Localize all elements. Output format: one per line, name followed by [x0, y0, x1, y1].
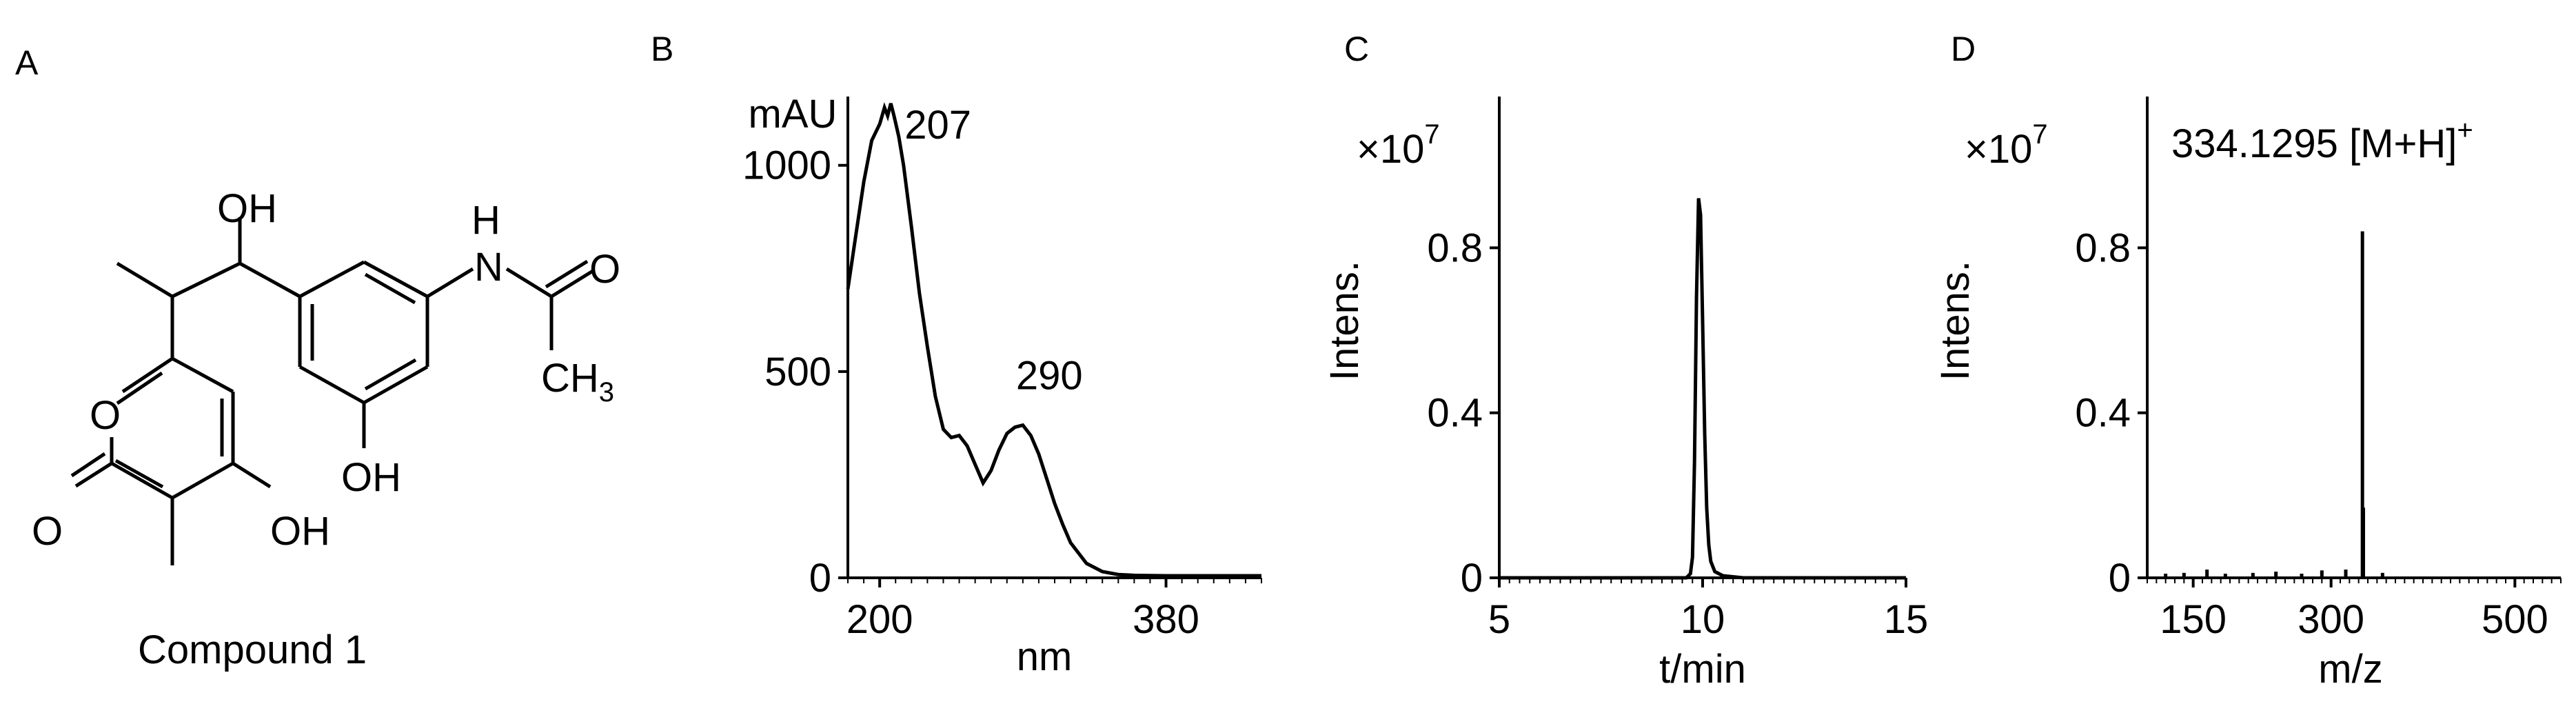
y-tick-label: 1000: [742, 143, 831, 188]
panel-d: D ×107 Intens. m/z 0 0.4 0.8 150 300 500 334.…: [1933, 0, 2576, 704]
tick-group: 0 0.4 0.8 150 300 500: [2075, 225, 2562, 642]
y-axis-label: Intens.: [1933, 261, 1978, 381]
x-tick-label: 15: [1884, 597, 1929, 642]
y-axis-label: mAU: [749, 92, 838, 137]
chromatogram-peak-line: [1499, 198, 1906, 580]
peak-annotations: 207 290: [904, 103, 1082, 399]
panel-label-d: D: [1951, 30, 1976, 68]
peak-label: 207: [904, 103, 971, 148]
x-tick-label: 500: [2482, 597, 2548, 642]
atom-lactone-o: O: [32, 509, 63, 554]
x-tick-label: 300: [2298, 597, 2364, 642]
uv-absorbance-line: [846, 102, 1261, 578]
panel-b: B mAU nm 0 500 1000 200 380 207 290: [648, 0, 1296, 704]
panel-a: A: [0, 0, 648, 704]
atom-amide-n: N: [474, 245, 503, 290]
x-tick-label: 5: [1488, 597, 1510, 642]
scale-factor: ×107: [1965, 119, 2048, 172]
structure-drawing: A: [15, 43, 620, 672]
y-tick-label: 0: [1461, 556, 1483, 601]
y-tick-label: 500: [764, 350, 831, 394]
panel-label-a: A: [15, 43, 39, 82]
tick-group: 0 0.4 0.8 5 10 15: [1427, 225, 1928, 642]
molecular-ion-annotation: 334.1295 [M+H]+: [2171, 115, 2473, 166]
atom-ring-o: O: [90, 393, 121, 438]
atom-hydroxyl-2: OH: [341, 455, 401, 500]
atom-hydroxyl-1: OH: [217, 186, 277, 231]
x-axis-label: nm: [1017, 634, 1073, 679]
y-tick-label: 0: [809, 556, 831, 601]
panel-c: C ×107 Intens. t/min 0 0.4 0.8 5 10 15: [1296, 0, 1944, 704]
atom-methyl-ch3: CH3: [541, 356, 614, 408]
mass-spectrum-chart: D ×107 Intens. m/z 0 0.4 0.8 150 300 500 334.…: [1933, 30, 2562, 692]
scale-factor: ×107: [1357, 119, 1440, 172]
atom-amide-h: H: [471, 198, 500, 243]
compound-caption: Compound 1: [138, 627, 367, 672]
x-tick-label: 150: [2160, 597, 2227, 642]
x-tick-label: 10: [1681, 597, 1725, 642]
y-tick-label: 0.4: [1427, 391, 1483, 436]
x-axis-label: t/min: [1659, 647, 1746, 692]
peak-label: 290: [1016, 354, 1083, 399]
x-tick-label: 200: [846, 597, 913, 642]
y-axis-label: Intens.: [1322, 261, 1367, 381]
panel-label-c: C: [1344, 30, 1369, 68]
tick-group: 0 500 1000 200 380: [742, 143, 1262, 642]
y-tick-label: 0.8: [2075, 225, 2131, 270]
chromatogram-chart: C ×107 Intens. t/min 0 0.4 0.8 5 10 15: [1322, 30, 1928, 692]
y-tick-label: 0.4: [2075, 391, 2131, 436]
atom-amide-o: O: [589, 247, 620, 292]
y-tick-label: 0.8: [1427, 225, 1483, 270]
x-tick-label: 380: [1133, 597, 1199, 642]
y-tick-label: 0: [2109, 556, 2131, 601]
structure-bonds: [70, 217, 594, 565]
atom-hydroxyl-3: OH: [270, 509, 330, 554]
panel-label-b: B: [651, 30, 673, 68]
uv-spectrum-chart: B mAU nm 0 500 1000 200 380 207 290: [651, 30, 1262, 679]
peak-group: [2164, 231, 2384, 578]
x-axis-label: m/z: [2318, 647, 2382, 692]
